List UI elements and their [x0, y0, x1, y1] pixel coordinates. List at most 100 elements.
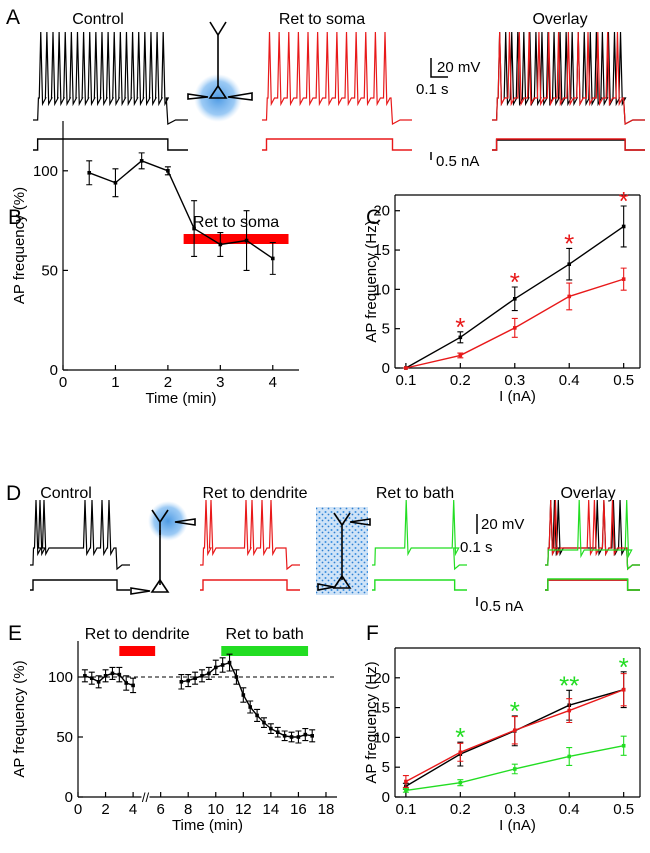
data-point — [621, 743, 626, 748]
data-point — [512, 728, 517, 733]
y-tick-label: 10 — [373, 281, 390, 298]
current-step — [492, 139, 645, 151]
y-tick-label: 50 — [56, 729, 73, 746]
data-point — [220, 663, 225, 667]
data-point — [567, 708, 572, 713]
panel-letter: F — [366, 622, 379, 645]
y-tick-label: 5 — [382, 321, 390, 338]
data-point — [89, 676, 94, 680]
trace-title: Control — [40, 485, 92, 502]
data-point — [621, 687, 626, 692]
voltage-trace — [33, 31, 188, 125]
data-point — [512, 326, 517, 330]
significance-mark: ** — [559, 670, 579, 700]
significance-mark: * — [619, 652, 629, 682]
data-point — [113, 180, 118, 185]
data-point — [567, 754, 572, 759]
voltage-trace — [372, 499, 467, 571]
neuron-icon — [187, 21, 253, 122]
x-tick-label: 0.5 — [613, 801, 634, 818]
data-point — [404, 779, 408, 784]
y-tick-label: 15 — [373, 700, 390, 717]
y-axis-label: AP frequency (%) — [11, 660, 28, 777]
x-tick-label: 0.4 — [559, 372, 580, 389]
x-tick-label: 10 — [207, 801, 224, 818]
series-line — [88, 160, 274, 260]
x-tick-label: 0.2 — [450, 801, 471, 818]
data-point — [270, 256, 275, 261]
x-axis-label: I (nA) — [499, 817, 536, 834]
current-step — [545, 578, 640, 591]
data-point — [131, 683, 135, 688]
data-point — [512, 297, 517, 301]
y-tick-label: 20 — [373, 203, 390, 220]
scale-label: 20 mV — [437, 59, 480, 76]
significance-mark: * — [510, 696, 520, 726]
x-tick-label: 0 — [59, 374, 67, 391]
trace-title: Overlay — [532, 11, 587, 28]
trace-title: Overlay — [560, 485, 615, 502]
panel-letter: B — [8, 206, 22, 229]
x-tick-label: 0.3 — [504, 801, 525, 818]
axis-break-gap — [141, 794, 150, 800]
data-point — [96, 680, 101, 684]
data-point — [458, 750, 463, 755]
trace-title: Ret to dendrite — [203, 485, 308, 502]
data-point — [289, 735, 294, 739]
scale-label: 0.1 s — [416, 81, 449, 98]
x-tick-label: 0.4 — [559, 801, 580, 818]
y-tick-label: 0 — [382, 789, 390, 806]
x-axis-label: Time (min) — [172, 817, 243, 834]
significance-mark: * — [455, 722, 465, 752]
y-tick-label: 100 — [48, 669, 73, 686]
x-tick-label: 2 — [164, 374, 172, 391]
significance-mark: * — [455, 312, 465, 342]
data-point — [213, 665, 218, 670]
data-point — [458, 780, 463, 785]
x-tick-label: 0.1 — [395, 801, 416, 818]
data-point — [296, 735, 301, 739]
treatment-label: Ret to dendrite — [85, 626, 190, 643]
voltage-trace — [545, 499, 640, 571]
x-tick-label: 0.5 — [613, 372, 634, 389]
x-tick-label: 12 — [235, 801, 252, 818]
y-tick-label: 0 — [65, 789, 73, 806]
x-axis-label: I (nA) — [499, 388, 536, 405]
current-step — [262, 138, 412, 151]
data-point — [110, 671, 115, 676]
current-step — [372, 579, 467, 591]
data-point — [621, 277, 626, 281]
panel-letter: E — [8, 622, 22, 645]
data-point — [192, 226, 196, 231]
significance-mark: * — [619, 186, 629, 216]
neuron-icon — [130, 501, 196, 595]
voltage-trace — [200, 499, 300, 571]
data-point — [179, 680, 184, 684]
panel-letter: C — [366, 206, 381, 229]
data-point — [193, 676, 197, 680]
y-axis-label: AP frequency (Hz) — [363, 661, 380, 783]
voltage-trace — [492, 31, 645, 125]
data-point — [269, 726, 273, 731]
x-tick-label: 1 — [111, 374, 119, 391]
x-tick-label: 0.3 — [504, 372, 525, 389]
x-tick-label: 2 — [101, 801, 109, 818]
data-point — [248, 705, 253, 709]
x-tick-label: 0 — [74, 801, 82, 818]
trace-title: Ret to soma — [279, 11, 365, 28]
y-tick-label: 20 — [373, 670, 390, 687]
current-step — [33, 138, 188, 151]
data-point — [186, 678, 191, 683]
data-point — [567, 294, 572, 299]
y-tick-label: 0 — [382, 360, 390, 377]
data-point — [458, 353, 463, 358]
data-point — [218, 242, 223, 247]
current-step — [30, 579, 130, 591]
data-point — [83, 674, 87, 678]
data-point — [200, 674, 204, 678]
y-tick-label: 0 — [50, 362, 58, 379]
data-point — [404, 366, 408, 370]
current-step — [545, 579, 640, 591]
panel-letter: D — [6, 482, 21, 505]
data-point — [262, 720, 266, 725]
